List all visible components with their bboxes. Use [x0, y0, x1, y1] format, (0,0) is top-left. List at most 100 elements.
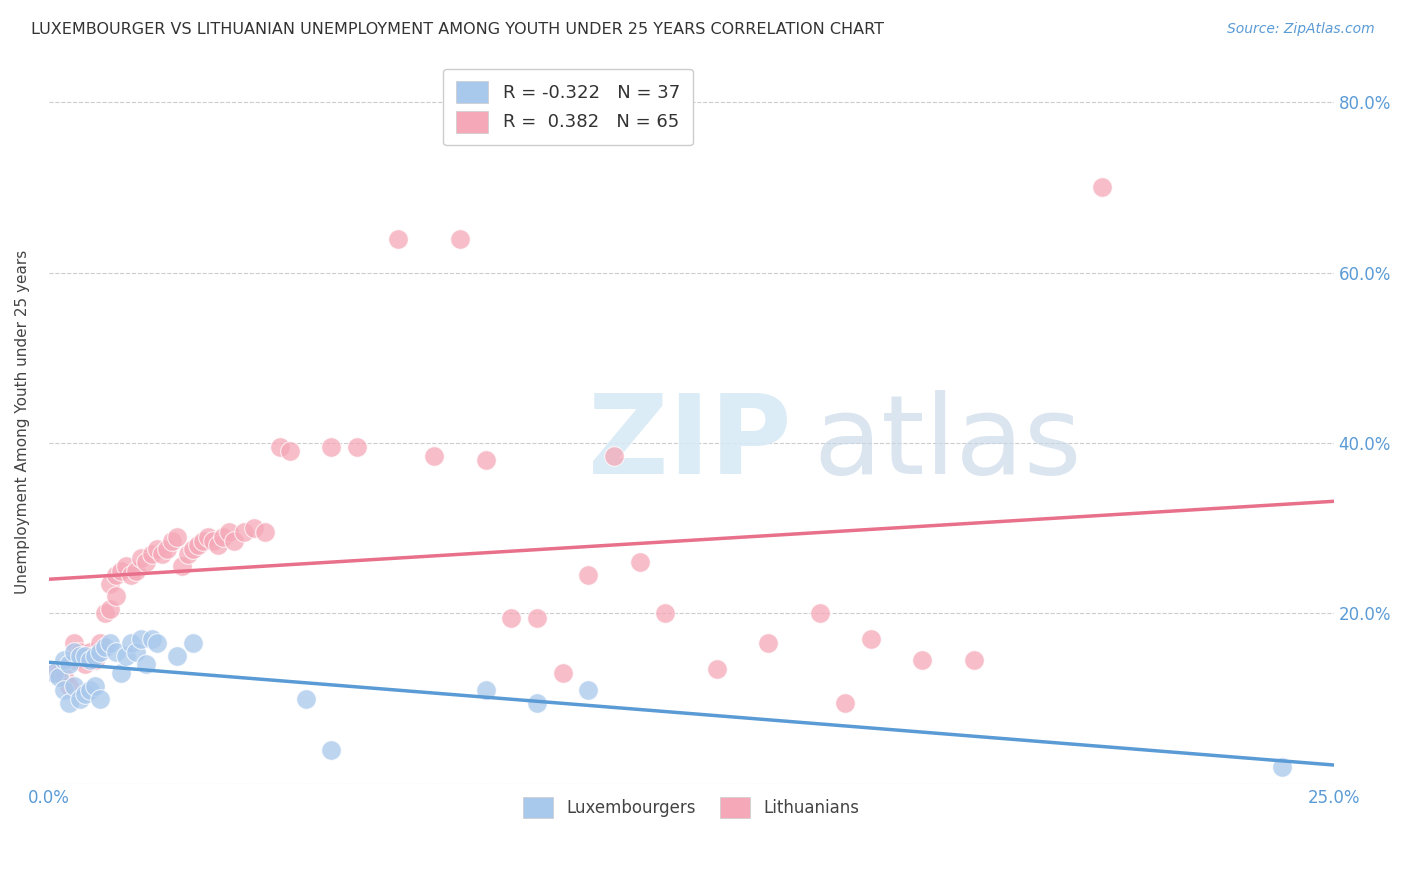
Point	[860, 632, 883, 646]
Point	[1091, 180, 1114, 194]
Point	[145, 636, 167, 650]
Point	[202, 533, 225, 548]
Point	[94, 607, 117, 621]
Point	[160, 533, 183, 548]
Point	[110, 665, 132, 680]
Point	[73, 687, 96, 701]
Point	[58, 696, 80, 710]
Point	[84, 648, 107, 663]
Point	[73, 657, 96, 672]
Point	[526, 610, 548, 624]
Point	[63, 679, 86, 693]
Text: Source: ZipAtlas.com: Source: ZipAtlas.com	[1227, 22, 1375, 37]
Point	[104, 645, 127, 659]
Point	[156, 542, 179, 557]
Point	[166, 648, 188, 663]
Point	[576, 683, 599, 698]
Point	[58, 657, 80, 672]
Point	[129, 551, 152, 566]
Point	[104, 590, 127, 604]
Point	[89, 645, 111, 659]
Point	[145, 542, 167, 557]
Point	[207, 538, 229, 552]
Point	[474, 683, 496, 698]
Point	[48, 670, 70, 684]
Point	[53, 653, 76, 667]
Text: ZIP: ZIP	[588, 390, 792, 497]
Point	[63, 653, 86, 667]
Point	[48, 665, 70, 680]
Point	[135, 657, 157, 672]
Point	[115, 648, 138, 663]
Point	[449, 231, 471, 245]
Point	[181, 542, 204, 557]
Point	[42, 665, 65, 680]
Point	[104, 568, 127, 582]
Point	[176, 547, 198, 561]
Point	[253, 525, 276, 540]
Point	[808, 607, 831, 621]
Point	[135, 555, 157, 569]
Point	[79, 653, 101, 667]
Point	[321, 440, 343, 454]
Point	[654, 607, 676, 621]
Point	[100, 602, 122, 616]
Point	[69, 648, 91, 663]
Point	[321, 742, 343, 756]
Point	[73, 648, 96, 663]
Point	[94, 640, 117, 655]
Point	[53, 670, 76, 684]
Point	[628, 555, 651, 569]
Point	[125, 564, 148, 578]
Point	[756, 636, 779, 650]
Point	[84, 653, 107, 667]
Point	[63, 636, 86, 650]
Point	[42, 665, 65, 680]
Point	[100, 636, 122, 650]
Point	[834, 696, 856, 710]
Point	[115, 559, 138, 574]
Point	[423, 449, 446, 463]
Point	[706, 662, 728, 676]
Point	[603, 449, 626, 463]
Point	[243, 521, 266, 535]
Point	[278, 444, 301, 458]
Point	[181, 636, 204, 650]
Point	[69, 645, 91, 659]
Y-axis label: Unemployment Among Youth under 25 years: Unemployment Among Youth under 25 years	[15, 250, 30, 594]
Point	[269, 440, 291, 454]
Point	[187, 538, 209, 552]
Point	[474, 453, 496, 467]
Point	[120, 568, 142, 582]
Point	[150, 547, 173, 561]
Point	[294, 691, 316, 706]
Point	[387, 231, 409, 245]
Point	[63, 645, 86, 659]
Point	[69, 691, 91, 706]
Point	[346, 440, 368, 454]
Point	[89, 636, 111, 650]
Point	[89, 691, 111, 706]
Point	[141, 632, 163, 646]
Point	[218, 525, 240, 540]
Point	[576, 568, 599, 582]
Point	[191, 533, 214, 548]
Text: LUXEMBOURGER VS LITHUANIAN UNEMPLOYMENT AMONG YOUTH UNDER 25 YEARS CORRELATION C: LUXEMBOURGER VS LITHUANIAN UNEMPLOYMENT …	[31, 22, 884, 37]
Point	[197, 530, 219, 544]
Point	[172, 559, 194, 574]
Point	[963, 653, 986, 667]
Point	[58, 679, 80, 693]
Point	[911, 653, 934, 667]
Point	[233, 525, 256, 540]
Text: atlas: atlas	[813, 390, 1081, 497]
Point	[166, 530, 188, 544]
Legend: Luxembourgers, Lithuanians: Luxembourgers, Lithuanians	[515, 789, 868, 826]
Point	[79, 645, 101, 659]
Point	[212, 530, 235, 544]
Point	[1271, 760, 1294, 774]
Point	[125, 645, 148, 659]
Point	[141, 547, 163, 561]
Point	[129, 632, 152, 646]
Point	[222, 533, 245, 548]
Point	[79, 683, 101, 698]
